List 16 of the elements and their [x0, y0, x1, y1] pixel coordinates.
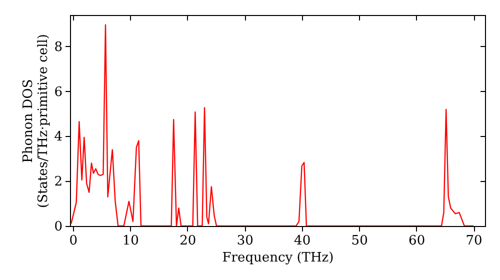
- x-tick-label: 10: [122, 234, 139, 248]
- x-tick-label: 30: [236, 234, 254, 248]
- x-tick-label: 40: [294, 234, 311, 248]
- x-tick-label: 50: [351, 234, 368, 248]
- y-tick-label: 6: [54, 84, 62, 100]
- x-tick-label: 20: [180, 234, 196, 248]
- x-tick-label: 0: [69, 234, 78, 248]
- y-axis-title: Phonon DOS (States/THz·primitive cell): [21, 34, 52, 208]
- y-tick-label: 8: [54, 40, 62, 55]
- y-tick-label: 2: [54, 174, 62, 190]
- x-tick-label: 60: [408, 234, 426, 248]
- x-axis-title: Frequency (THz): [222, 250, 334, 266]
- line-series: [70, 24, 474, 226]
- y-tick-label: 0: [54, 220, 62, 234]
- y-tick-label: 4: [54, 130, 62, 145]
- x-tick-label: 70: [466, 234, 482, 248]
